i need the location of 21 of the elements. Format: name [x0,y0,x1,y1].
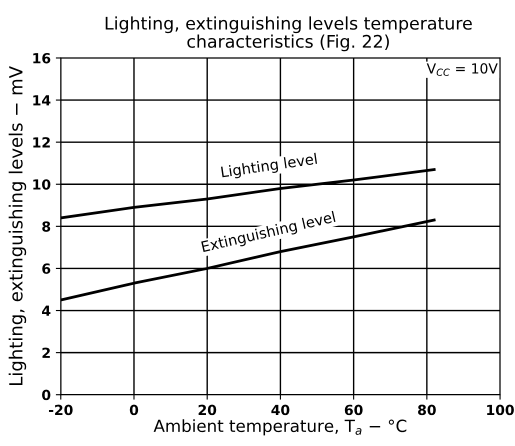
y-tick-label: 0 [42,390,50,400]
chart-title: Lighting, extinguishing levels temperature characteristics (Fig. 22) [106,16,472,52]
y-tick-label: 12 [33,137,50,148]
x-tick-label: 20 [198,404,216,416]
y-axis-title: Lighting, extinguishing levels − mV [8,66,26,385]
text: Lighting level [220,152,318,180]
annotation: V$_{CC}$ = 10V [426,63,498,76]
y-tick-label: 2 [42,348,50,358]
x-axis-title: Ambient temperature, T$_{a}$ − °C [154,419,406,436]
y-tick-label: 8 [42,221,50,232]
y-tick-label: 6 [42,263,50,274]
x-tick-label: 80 [418,404,436,416]
y-tick-label: 10 [33,179,50,190]
x-tick-label: 100 [487,404,514,416]
x-tick-label: -20 [48,404,73,416]
y-tick-label: 14 [33,95,50,106]
x-tick-label: 60 [344,404,363,416]
x-tick-label: 0 [130,404,138,416]
y-tick-label: 4 [42,306,50,316]
y-tick-label: 16 [33,52,50,64]
x-tick-label: 40 [271,404,290,416]
